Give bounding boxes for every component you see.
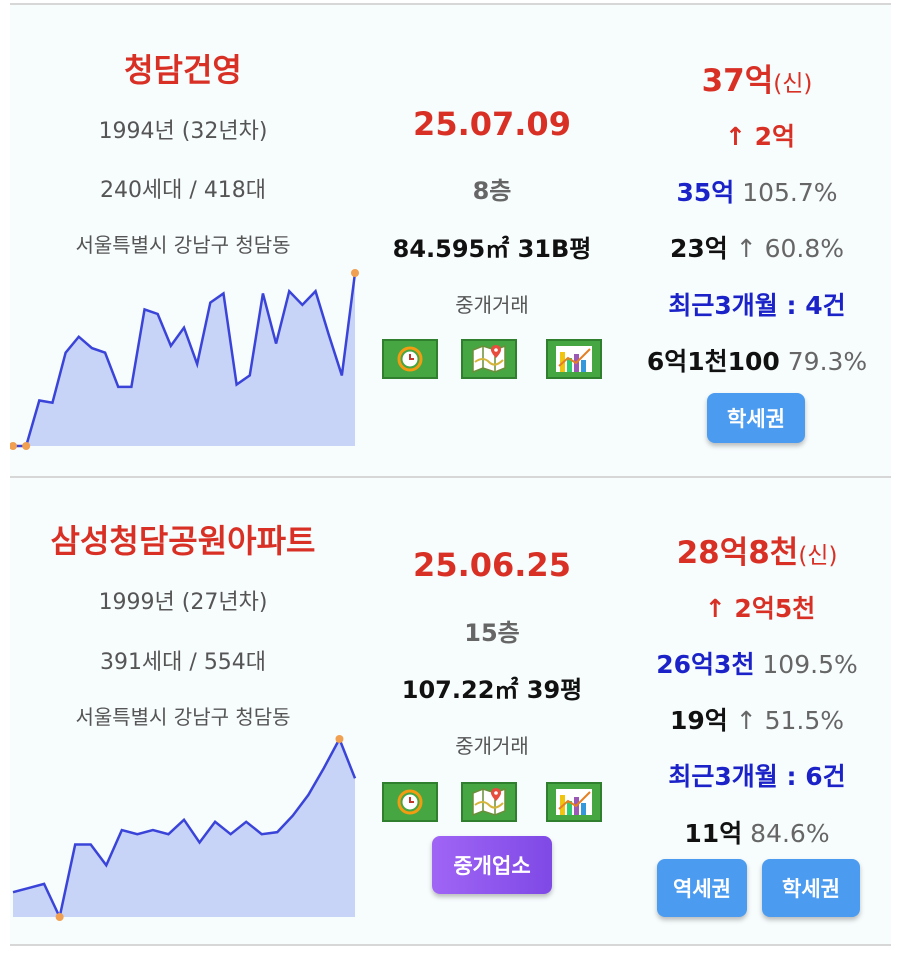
trade-date: 25.07.09 — [413, 105, 571, 143]
trade-price: 37억(신) — [701, 63, 813, 99]
new-tag: (신) — [773, 71, 813, 97]
area-size: 107.22㎡ 39평 — [401, 676, 583, 704]
school-area-button[interactable]: 학세권 — [707, 393, 805, 443]
trade-price: 28억8천(신) — [676, 535, 838, 571]
trend-area — [13, 739, 355, 917]
deal-type: 중개거래 — [455, 293, 529, 317]
household-parking: 240세대 / 418대 — [99, 178, 267, 203]
floor: 8층 — [472, 177, 512, 205]
price-change: ↑ 2억5천 — [704, 594, 816, 623]
build-year: 1999년 (27년차) — [98, 590, 268, 615]
new-tag: (신) — [798, 543, 838, 569]
max-point — [351, 269, 359, 277]
reference-price-row: 26억3천 109.5% — [656, 650, 858, 679]
deal-type: 중개거래 — [455, 734, 529, 758]
gap-row: 11억 84.6% — [684, 819, 830, 848]
apartment-name[interactable]: 청담건영 — [124, 51, 242, 89]
apartment-name[interactable]: 삼성청담공원아파트 — [50, 522, 316, 560]
household-parking: 391세대 / 554대 — [99, 650, 267, 675]
build-year: 1994년 (32년차) — [98, 119, 268, 144]
school-area-button[interactable]: 학세권 — [762, 859, 860, 917]
clock-icon[interactable] — [382, 782, 438, 822]
price-trend-chart — [12, 735, 357, 921]
map-icon[interactable] — [461, 782, 517, 822]
trend-line — [12, 736, 357, 921]
min-point — [22, 442, 31, 450]
listing-card[interactable]: 삼성청담공원아파트 1999년 (27년차) 391세대 / 554대 서울특별… — [10, 476, 891, 946]
min-point — [10, 442, 17, 450]
recent-deals-count: 최근3개월 : 6건 — [668, 762, 846, 791]
area-size: 84.595㎡ 31B평 — [392, 235, 592, 263]
map-icon[interactable] — [461, 339, 517, 379]
price-change: ↑ 2억 — [724, 122, 796, 151]
reference-price-row: 35억 105.7% — [676, 178, 838, 207]
recent-deals-count: 최근3개월 : 4건 — [668, 291, 846, 320]
trend-line — [13, 272, 357, 448]
station-area-button[interactable]: 역세권 — [657, 859, 747, 917]
low-price-row: 23억 ↑ 60.8% — [669, 234, 845, 263]
broker-office-button[interactable]: 중개업소 — [432, 836, 552, 894]
clock-icon[interactable] — [382, 339, 438, 379]
gap-row: 6억1천100 79.3% — [646, 347, 868, 376]
trade-date: 25.06.25 — [413, 546, 571, 584]
trend-area — [13, 273, 355, 446]
bar-chart-icon[interactable] — [546, 782, 602, 822]
price-trend-chart — [10, 269, 359, 450]
floor: 15층 — [464, 619, 520, 647]
address: 서울특별시 강남구 청담동 — [75, 233, 291, 257]
min-point — [55, 913, 64, 921]
bar-chart-icon[interactable] — [546, 339, 602, 379]
max-point — [335, 735, 344, 743]
address: 서울특별시 강남구 청담동 — [75, 705, 291, 729]
low-price-row: 19억 ↑ 51.5% — [669, 706, 845, 735]
listing-card[interactable]: 청담건영 1994년 (32년차) 240세대 / 418대 서울특별시 강남구… — [10, 3, 891, 476]
